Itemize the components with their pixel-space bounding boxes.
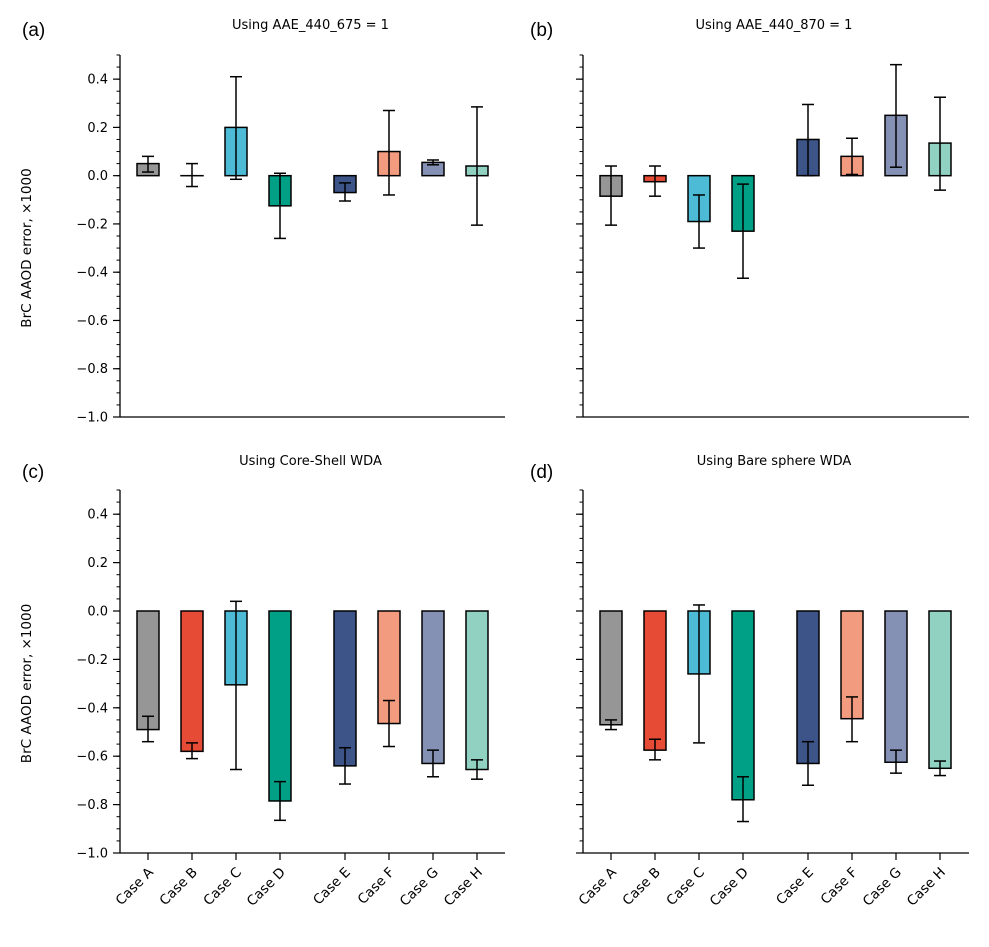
bar-case-b <box>180 610 204 753</box>
y-tick-label: −0.4 <box>76 266 108 281</box>
y-tick-label: −0.6 <box>76 314 108 329</box>
x-tick-label: Case H <box>904 865 949 910</box>
y-tick-label: −0.4 <box>76 701 108 716</box>
y-tick-label: 0.4 <box>87 508 108 523</box>
y-tick-label: 0.2 <box>87 556 108 571</box>
y-tick-label: 0.4 <box>87 73 108 88</box>
y-tick-label: −0.8 <box>76 362 108 377</box>
panel-label: (b) <box>530 20 553 41</box>
panel-title: Using AAE_440_870 = 1 <box>696 18 853 33</box>
panel-title: Using Core-Shell WDA <box>239 454 382 469</box>
bar-case-e <box>333 610 357 767</box>
x-tick-label: Case C <box>663 865 707 909</box>
y-tick-label: −0.8 <box>76 798 108 813</box>
bar-case-h <box>465 610 489 771</box>
x-tick-label: Case G <box>397 865 442 910</box>
x-tick-label: Case B <box>620 865 664 909</box>
bar-case-g <box>884 610 908 763</box>
y-tick-label: −0.2 <box>76 653 108 668</box>
bar-case-b <box>643 610 667 751</box>
x-tick-label: Case E <box>310 865 354 909</box>
y-tick-label: −0.2 <box>76 217 108 232</box>
panel-label: (d) <box>530 462 553 483</box>
panel-b: (b) Using AAE_440_870 = 1 <box>530 18 969 418</box>
x-tick-label: Case B <box>157 865 201 909</box>
bar-case-h <box>928 610 952 770</box>
y-axis-label: BrC AAOD error, ×1000 <box>19 168 35 327</box>
bar-case-a <box>599 610 623 726</box>
panel-label: (a) <box>22 20 45 41</box>
panel-title: Using AAE_440_675 = 1 <box>232 18 389 33</box>
x-tick-label: Case H <box>441 865 486 910</box>
x-tick-label: Case D <box>707 865 752 910</box>
y-axis-label: BrC AAOD error, ×1000 <box>19 604 35 763</box>
x-tick-label: Case F <box>818 865 861 908</box>
x-tick-label: Case A <box>576 864 621 909</box>
y-tick-label: −0.6 <box>76 750 108 765</box>
y-tick-label: −1.0 <box>76 847 108 862</box>
panel-a: (a) Using AAE_440_675 = 1 0.4 0.2 0.0 −0.2 −0.… <box>19 18 505 426</box>
panel-label: (c) <box>22 462 44 483</box>
bar-case-e <box>796 610 820 765</box>
y-tick-label: 0.0 <box>87 169 108 184</box>
x-tick-label: Case G <box>860 865 905 910</box>
x-tick-label: Case D <box>244 865 289 910</box>
x-tick-label: Case C <box>200 865 244 909</box>
bar-case-d <box>731 610 755 801</box>
bar-case-a <box>136 610 160 731</box>
y-tick-label: −1.0 <box>76 411 108 426</box>
x-tick-label: Case E <box>773 865 817 909</box>
bar-case-g <box>421 610 445 765</box>
y-tick-label: 0.2 <box>87 121 108 136</box>
panel-title: Using Bare sphere WDA <box>697 454 852 469</box>
bar-case-d <box>268 610 292 802</box>
y-tick-label: 0.0 <box>87 605 108 620</box>
x-tick-label: Case A <box>113 864 158 909</box>
panel-c: (c) Using Core-Shell WDA 0.4 0.2 0.0 −0.2 −0.4… <box>19 454 505 910</box>
x-tick-label: Case F <box>355 865 398 908</box>
